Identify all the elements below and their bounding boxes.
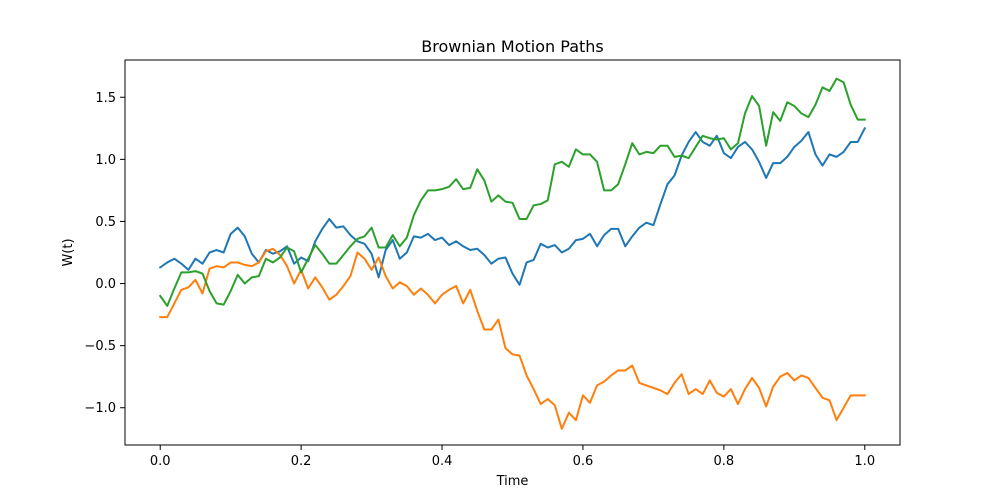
y-axis-ticks: −1.0 −0.5 0.0 0.5 1.0 1.5 <box>84 91 125 416</box>
y-tick-label: 1.0 <box>95 153 116 168</box>
y-axis-label: W(t) <box>61 238 76 266</box>
y-tick-label: 0.5 <box>95 215 116 230</box>
x-axis-label: Time <box>496 474 529 489</box>
y-tick-label: −0.5 <box>84 339 116 354</box>
series-layer <box>158 77 867 430</box>
y-tick-label: 0.0 <box>95 277 116 292</box>
chart-title: Brownian Motion Paths <box>421 37 604 56</box>
y-tick-label: 1.5 <box>95 91 116 106</box>
x-tick-label: 1.0 <box>854 454 875 469</box>
y-tick-label: −1.0 <box>84 401 116 416</box>
x-tick-label: 0.0 <box>150 454 171 469</box>
x-tick-label: 0.6 <box>573 454 594 469</box>
x-tick-label: 0.2 <box>291 454 312 469</box>
x-tick-label: 0.8 <box>714 454 735 469</box>
plot-area-frame <box>124 59 901 446</box>
series-line-3 <box>158 77 866 307</box>
x-tick-label: 0.4 <box>432 454 453 469</box>
series-line-2 <box>159 247 866 430</box>
x-axis-ticks: 0.0 0.2 0.4 0.6 0.8 1.0 <box>150 445 875 469</box>
